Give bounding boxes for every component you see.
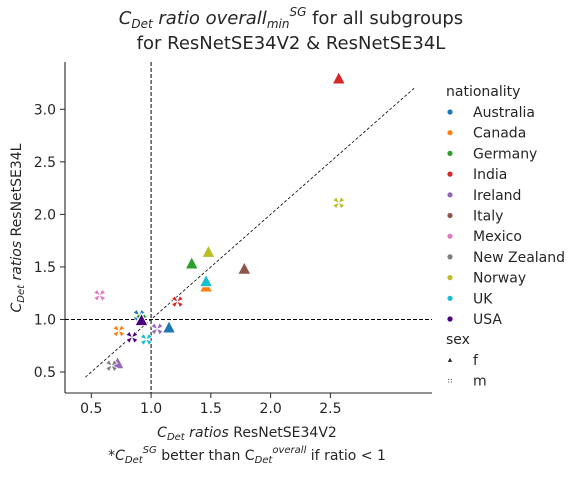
point-new-zealand-m: [104, 358, 119, 373]
point-india-f: [331, 70, 347, 85]
point-ireland-m-shape: [150, 322, 164, 336]
legend-swatch-italy: [447, 212, 453, 219]
point-germany-f: [184, 255, 200, 270]
point-norway-m-shape: [332, 196, 346, 210]
axes: 0.5 1.0 1.5 2.0 2.5 0.5 1.0 1.5 2.0 2.5 3.0: [34, 62, 432, 417]
point-mexico-m: [92, 288, 107, 302]
y-tick-label: 2.5: [34, 155, 56, 171]
point-uk-m: [139, 332, 153, 347]
point-norway-f: [201, 243, 216, 258]
legend-label-germany: Germany: [473, 146, 537, 162]
legend-label-ireland: Ireland: [473, 188, 521, 204]
legend-label-sex-f: f: [473, 353, 479, 369]
legend-marker-m-shape: [446, 377, 454, 385]
legend: nationality Australia Canada Germany India I…: [446, 84, 565, 390]
point-usa-f: [134, 312, 149, 327]
chart-title-line1: CDet ratio overallminSG for all subgroup…: [119, 5, 463, 31]
y-axis-label: CDet ratios ResNetSE34L: [9, 143, 27, 312]
legend-nationality-entries: Australia Canada Germany India Ireland Italy M…: [447, 105, 565, 328]
point-ireland-m: [150, 322, 164, 336]
legend-swatch-india: [447, 171, 453, 177]
point-india-m: [170, 294, 185, 309]
y-tick-label: 2.0: [34, 207, 56, 223]
legend-label-sex-m: m: [473, 374, 487, 390]
point-usa-m-shape: [125, 330, 139, 345]
data-points: [92, 70, 347, 373]
legend-swatch-germany: [447, 150, 453, 156]
point-norway-m: [332, 196, 346, 210]
legend-swatch-usa: [447, 316, 453, 322]
legend-label-canada: Canada: [473, 126, 526, 142]
y-tick-label: 3.0: [34, 102, 56, 118]
x-tick-label: 1.5: [200, 401, 222, 417]
point-new-zealand-m-shape: [104, 358, 119, 373]
point-italy-f: [236, 260, 252, 275]
reference-lines: [65, 62, 432, 393]
legend-label-australia: Australia: [473, 105, 535, 121]
point-india-m-shape: [170, 294, 185, 309]
point-usa-m: [125, 330, 139, 345]
chart-title-line2: for ResNetSE34V2 & ResNetSE34L: [137, 33, 446, 54]
legend-sex-entries: fm: [446, 353, 487, 390]
x-tick-label: 2.5: [319, 401, 341, 417]
legend-label-usa: USA: [473, 312, 502, 328]
legend-label-italy: Italy: [473, 209, 503, 225]
x-axis-label: CDet ratios ResNetSE34V2: [157, 425, 337, 443]
legend-swatch-uk: [447, 295, 453, 301]
point-canada-m: [112, 324, 126, 338]
legend-label-india: India: [473, 167, 507, 183]
legend-swatch-canada: [447, 130, 453, 136]
x-tick-label: 2.0: [259, 401, 281, 417]
legend-swatch-ireland: [447, 192, 453, 198]
legend-swatch-australia: [447, 109, 453, 115]
identity-diagonal-line: [85, 87, 415, 378]
footnote: *CDetSG better than CDetoverall if ratio…: [108, 445, 386, 466]
legend-swatch-new-zealand: [447, 254, 453, 260]
y-tick-label: 1.0: [34, 312, 56, 328]
x-tick-label: 1.0: [140, 401, 162, 417]
x-tick-label: 0.5: [80, 401, 102, 417]
legend-swatch-norway: [447, 275, 453, 281]
legend-swatch-mexico: [447, 233, 453, 239]
legend-title-sex: sex: [446, 332, 470, 348]
point-uk-m-shape: [139, 332, 153, 347]
y-tick-label: 1.5: [34, 260, 56, 276]
legend-title-nationality: nationality: [446, 84, 520, 100]
y-tick-label: 0.5: [34, 365, 56, 381]
legend-marker-m: [446, 377, 454, 385]
legend-marker-f: [446, 355, 454, 363]
legend-label-mexico: Mexico: [473, 229, 522, 245]
point-mexico-m-shape: [92, 288, 107, 302]
legend-label-norway: Norway: [473, 271, 526, 287]
point-australia-f: [161, 319, 177, 334]
point-canada-m-shape: [112, 324, 126, 338]
legend-label-uk: UK: [473, 291, 493, 307]
point-uk-f: [198, 273, 214, 288]
legend-label-new-zealand: New Zealand: [473, 250, 565, 266]
